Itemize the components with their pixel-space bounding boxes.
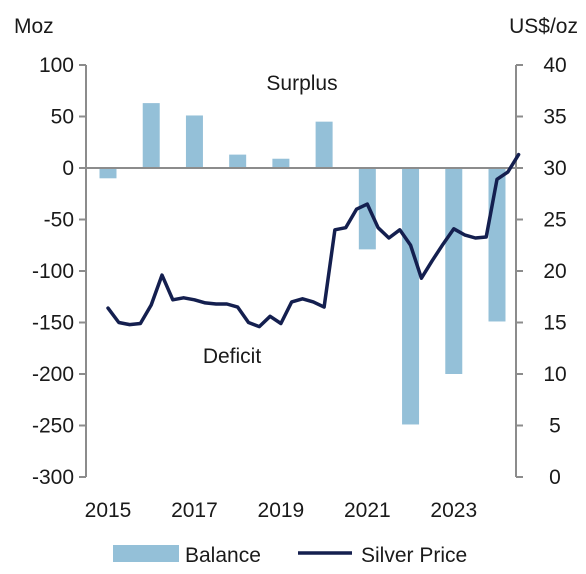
annotation-deficit: Deficit <box>203 345 262 368</box>
balance-bar <box>402 168 420 425</box>
left-tick-label: -250 <box>32 415 74 438</box>
legend: Balance Silver Price <box>113 544 467 567</box>
annotation-surplus: Surplus <box>266 72 337 95</box>
balance-bar <box>142 103 160 168</box>
balance-bar <box>445 168 463 374</box>
x-axis-ticks: 2015 2017 2019 2021 2023 <box>85 499 477 522</box>
left-tick-label: -50 <box>44 209 74 232</box>
right-tick-label: 35 <box>543 106 566 129</box>
legend-balance-label: Balance <box>185 544 261 567</box>
balance-bar <box>229 154 247 168</box>
right-tick-label: 15 <box>543 312 566 335</box>
x-tick-label: 2015 <box>85 499 132 522</box>
right-tick-label: 0 <box>549 466 561 489</box>
balance-bar <box>185 115 203 168</box>
right-axis-unit-label: US$/oz <box>509 15 578 38</box>
left-axis-ticks: 100 50 0 -50 -100 -150 -200 -250 -300 <box>32 54 86 489</box>
x-tick-label: 2017 <box>171 499 218 522</box>
right-tick-label: 10 <box>543 363 566 386</box>
left-tick-label: -150 <box>32 312 74 335</box>
x-tick-label: 2019 <box>258 499 305 522</box>
balance-bars <box>99 103 506 425</box>
balance-bar <box>315 121 333 168</box>
left-tick-label: 50 <box>51 106 74 129</box>
silver-price-line <box>106 152 521 329</box>
right-tick-label: 5 <box>549 415 561 438</box>
left-tick-label: -300 <box>32 466 74 489</box>
right-tick-label: 20 <box>543 260 566 283</box>
right-tick-label: 25 <box>543 209 566 232</box>
left-tick-label: -200 <box>32 363 74 386</box>
legend-balance-swatch <box>113 545 179 562</box>
left-axis-unit-label: Moz <box>14 15 54 38</box>
right-axis-ticks: 40 35 30 25 20 15 10 5 0 <box>516 54 567 489</box>
right-tick-label: 30 <box>543 157 566 180</box>
balance-bar <box>488 168 506 322</box>
legend-silver-price-label: Silver Price <box>361 544 467 567</box>
left-tick-label: 100 <box>39 54 74 77</box>
right-tick-label: 40 <box>543 54 566 77</box>
balance-bar <box>272 158 290 168</box>
left-tick-label: 0 <box>62 157 74 180</box>
balance-bar <box>99 168 117 179</box>
x-tick-label: 2021 <box>344 499 391 522</box>
balance-bar <box>358 168 376 250</box>
left-tick-label: -100 <box>32 260 74 283</box>
x-tick-label: 2023 <box>430 499 477 522</box>
